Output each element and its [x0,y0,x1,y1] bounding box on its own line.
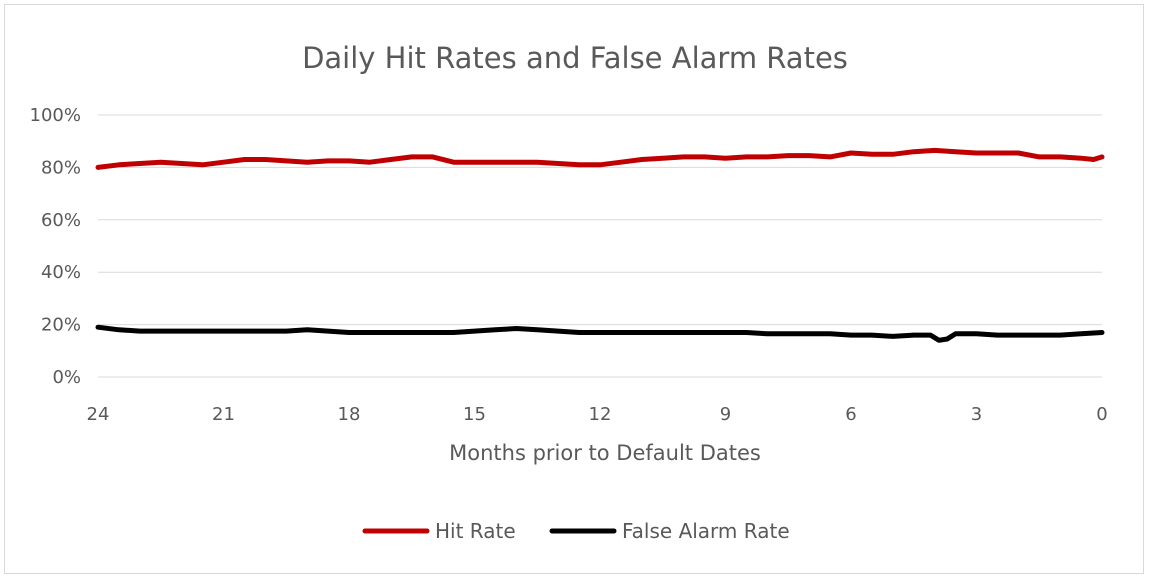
y-tick-label: 20% [41,315,81,336]
chart-title: Daily Hit Rates and False Alarm Rates [302,41,848,75]
legend-label: False Alarm Rate [622,519,790,543]
x-tick-label: 12 [589,404,612,425]
chart: Daily Hit Rates and False Alarm Rates 0%… [30,41,1108,543]
x-axis-label: Months prior to Default Dates [449,441,761,465]
series-lines [95,147,1105,343]
x-tick-label: 24 [87,404,110,425]
x-axis-tick-labels: 24 21 18 15 12 9 6 3 0 [87,404,1108,425]
y-tick-label: 40% [41,262,81,283]
gridlines [98,114,1102,378]
y-tick-label: 100% [30,105,81,126]
y-tick-label: 80% [41,157,81,178]
chart-frame: Daily Hit Rates and False Alarm Rates 0%… [4,4,1144,574]
x-tick-label: 9 [720,404,731,425]
x-tick-label: 0 [1096,404,1107,425]
x-tick-label: 18 [338,404,361,425]
legend-label: Hit Rate [435,519,516,543]
x-tick-label: 21 [212,404,235,425]
y-tick-label: 0% [52,367,81,388]
x-tick-label: 3 [971,404,982,425]
series-line-false-alarm-rate [95,324,1105,343]
legend: Hit Rate False Alarm Rate [362,519,790,543]
y-axis-tick-labels: 0% 20% 40% 60% 80% 100% [30,105,81,388]
series-line-hit-rate [95,147,1105,170]
y-tick-label: 60% [41,210,81,231]
x-tick-label: 6 [845,404,856,425]
x-tick-label: 15 [463,404,486,425]
